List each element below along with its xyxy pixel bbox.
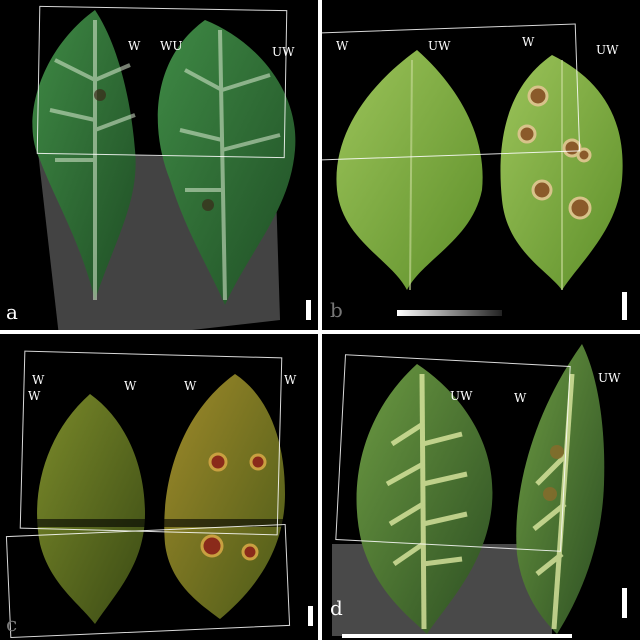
label-uw: UW [428, 39, 451, 53]
panel-d: UW UW W d [322, 334, 640, 640]
panel-c-photo [5, 374, 295, 624]
panel-c: W W W W W c [0, 334, 318, 640]
scale-bar [306, 300, 311, 320]
panel-a-photo [32, 10, 296, 330]
label-uw: UW [272, 45, 295, 59]
label-uw: UW [450, 389, 473, 403]
leaf-right [516, 344, 605, 634]
label-w: W [514, 391, 527, 405]
leaf-left [32, 10, 136, 300]
label-w: W [336, 39, 349, 53]
label-uw: UW [598, 371, 621, 385]
label-uw: UW [596, 43, 619, 57]
panel-letter: b [330, 298, 343, 322]
label-w: W [522, 35, 535, 49]
leaf-left [37, 394, 145, 624]
panel-letter: a [6, 300, 18, 324]
leaf-right [164, 374, 285, 619]
scale-bar [622, 292, 627, 320]
label-w: W [28, 389, 41, 403]
leaf-right [157, 20, 296, 305]
scale-bar [308, 606, 313, 626]
label-w: W [124, 379, 137, 393]
leaf-left [336, 50, 483, 290]
panel-a: W WU UW a [0, 0, 318, 330]
scale-bar [622, 588, 627, 618]
label-w: W [284, 373, 297, 387]
label-w: W [32, 373, 45, 387]
label-w: W [184, 379, 197, 393]
panel-b: W UW W UW b [322, 0, 640, 330]
label-wu: WU [160, 39, 183, 53]
panel-letter: d [330, 596, 343, 620]
panel-b-photo [336, 50, 623, 316]
panel-letter: c [6, 612, 18, 636]
label-w: W [128, 39, 141, 53]
panel-d-photo [332, 344, 605, 638]
